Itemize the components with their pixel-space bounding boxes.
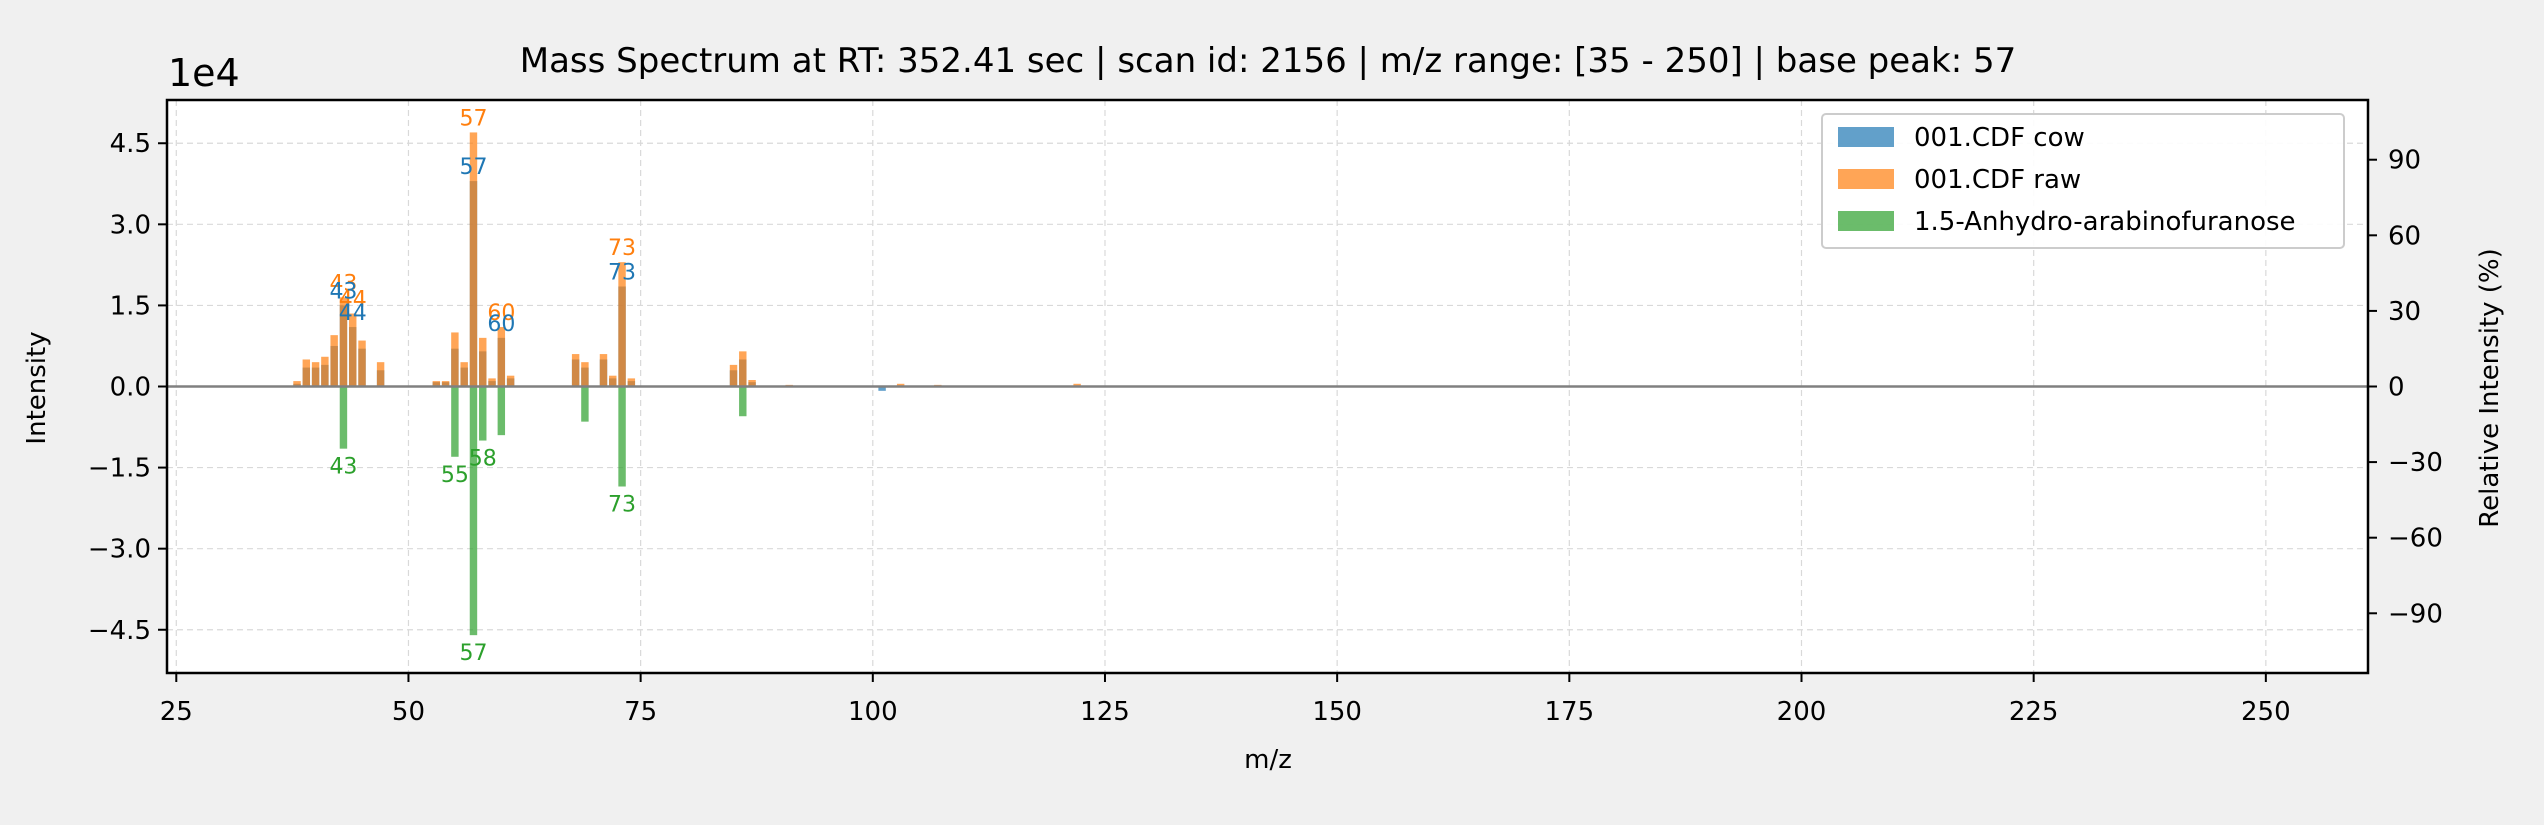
bar-raw: [376, 362, 385, 387]
bar-ref: [497, 386, 506, 436]
y-right-tick-label: 30: [2388, 297, 2421, 327]
bar-raw: [293, 381, 301, 387]
axes: 25 50 75 100 125 150 175 200 225 250 4.5 3.0 1.5 0.0 −…: [88, 129, 2443, 727]
x-axis-label: m/z: [1244, 745, 1292, 775]
legend-swatch-cow: [1838, 127, 1894, 147]
bar-raw: [599, 354, 608, 387]
x-tick-label: 75: [624, 697, 657, 727]
bar-raw: [748, 380, 756, 387]
bar-raw: [441, 381, 450, 387]
legend-swatch-raw: [1838, 169, 1894, 189]
x-tick-label: 50: [392, 697, 425, 727]
bar-raw: [506, 375, 515, 387]
bar-ref: [479, 386, 487, 441]
peak-label-raw: 60: [487, 301, 515, 326]
peak-label-raw: 73: [608, 236, 636, 261]
bar-raw: [479, 337, 487, 387]
bar-ref: [739, 386, 747, 417]
peak-label-ref: 58: [469, 447, 497, 472]
bar-raw: [488, 378, 496, 387]
bar-cow: [878, 386, 886, 391]
peak-label-cow: 44: [339, 301, 367, 326]
y-tick-label: 4.5: [110, 129, 151, 159]
y-right-tick-label: −90: [2388, 599, 2443, 629]
peak-label-ref: 57: [459, 641, 487, 666]
y-right-tick-label: −30: [2388, 448, 2443, 478]
bar-raw: [339, 297, 348, 387]
bar-ref: [451, 386, 459, 457]
peak-label-raw: 43: [329, 271, 357, 296]
legend-swatch-ref: [1838, 211, 1894, 231]
peak-label-cow: 43: [329, 279, 357, 304]
y-right-tick-label: −60: [2388, 524, 2443, 554]
y-right-tick-label: 0: [2388, 373, 2405, 403]
bars: [293, 132, 1081, 636]
x-tick-label: 200: [1777, 697, 1827, 727]
bar-ref: [618, 386, 626, 487]
bar-raw: [739, 351, 747, 387]
y-axis-label: Intensity: [22, 331, 52, 444]
legend-label-raw: 001.CDF raw: [1914, 165, 2081, 195]
bar-ref: [339, 386, 348, 449]
x-tick-label: 175: [1545, 697, 1595, 727]
bar-raw: [311, 362, 320, 387]
y-tick-label: 1.5: [110, 291, 151, 321]
bar-raw: [571, 354, 580, 387]
peak-label-cow: 60: [487, 312, 515, 337]
bar-raw: [469, 132, 478, 387]
bar-raw: [729, 364, 738, 387]
y-right-axis-label: Relative Intensity (%): [2475, 248, 2505, 528]
y-tick-label: 3.0: [110, 210, 151, 240]
bar-raw: [321, 356, 329, 387]
peak-label-cow: 57: [459, 155, 487, 180]
x-tick-label: 250: [2241, 697, 2291, 727]
y-tick-label: −4.5: [88, 616, 151, 646]
bar-raw: [497, 327, 506, 387]
legend-label-ref: 1.5-Anhydro-arabinofuranose: [1914, 207, 2296, 237]
y-tick-label: −1.5: [88, 454, 151, 484]
bar-raw: [460, 362, 468, 387]
legend-label-cow: 001.CDF cow: [1914, 123, 2085, 153]
bar-raw: [302, 359, 311, 387]
x-tick-label: 150: [1312, 697, 1362, 727]
y-right-tick-label: 60: [2388, 221, 2421, 251]
peak-label-raw: 44: [339, 288, 367, 313]
peak-label-raw: 57: [459, 106, 487, 131]
y-right-tick-label: 90: [2388, 146, 2421, 176]
bar-raw: [330, 335, 338, 387]
peak-label-cow: 73: [608, 260, 636, 285]
chart-title: Mass Spectrum at RT: 352.41 sec | scan i…: [520, 41, 2016, 81]
x-tick-label: 100: [848, 697, 898, 727]
bar-raw: [349, 313, 357, 387]
bar-ref: [469, 386, 478, 636]
y-offset-label: 1e4: [168, 51, 240, 95]
bar-raw: [1073, 383, 1081, 387]
y-tick-label: −3.0: [88, 535, 151, 565]
bar-ref: [581, 386, 589, 422]
bar-raw: [581, 362, 589, 387]
legend: 001.CDF cow 001.CDF raw 1.5-Anhydro-arab…: [1821, 113, 2345, 249]
bar-raw: [451, 332, 459, 387]
bar-raw: [618, 262, 626, 387]
bar-raw: [627, 378, 636, 387]
bar-raw: [609, 375, 617, 387]
y-tick-label: 0.0: [110, 373, 151, 403]
x-tick-label: 25: [160, 697, 193, 727]
bar-raw: [432, 381, 441, 387]
peak-label-ref: 43: [329, 455, 357, 480]
x-tick-label: 225: [2009, 697, 2059, 727]
peak-label-ref: 55: [441, 463, 469, 488]
bar-raw: [896, 383, 905, 387]
bar-raw: [358, 340, 366, 387]
peak-label-ref: 73: [608, 493, 636, 518]
x-tick-label: 125: [1080, 697, 1130, 727]
